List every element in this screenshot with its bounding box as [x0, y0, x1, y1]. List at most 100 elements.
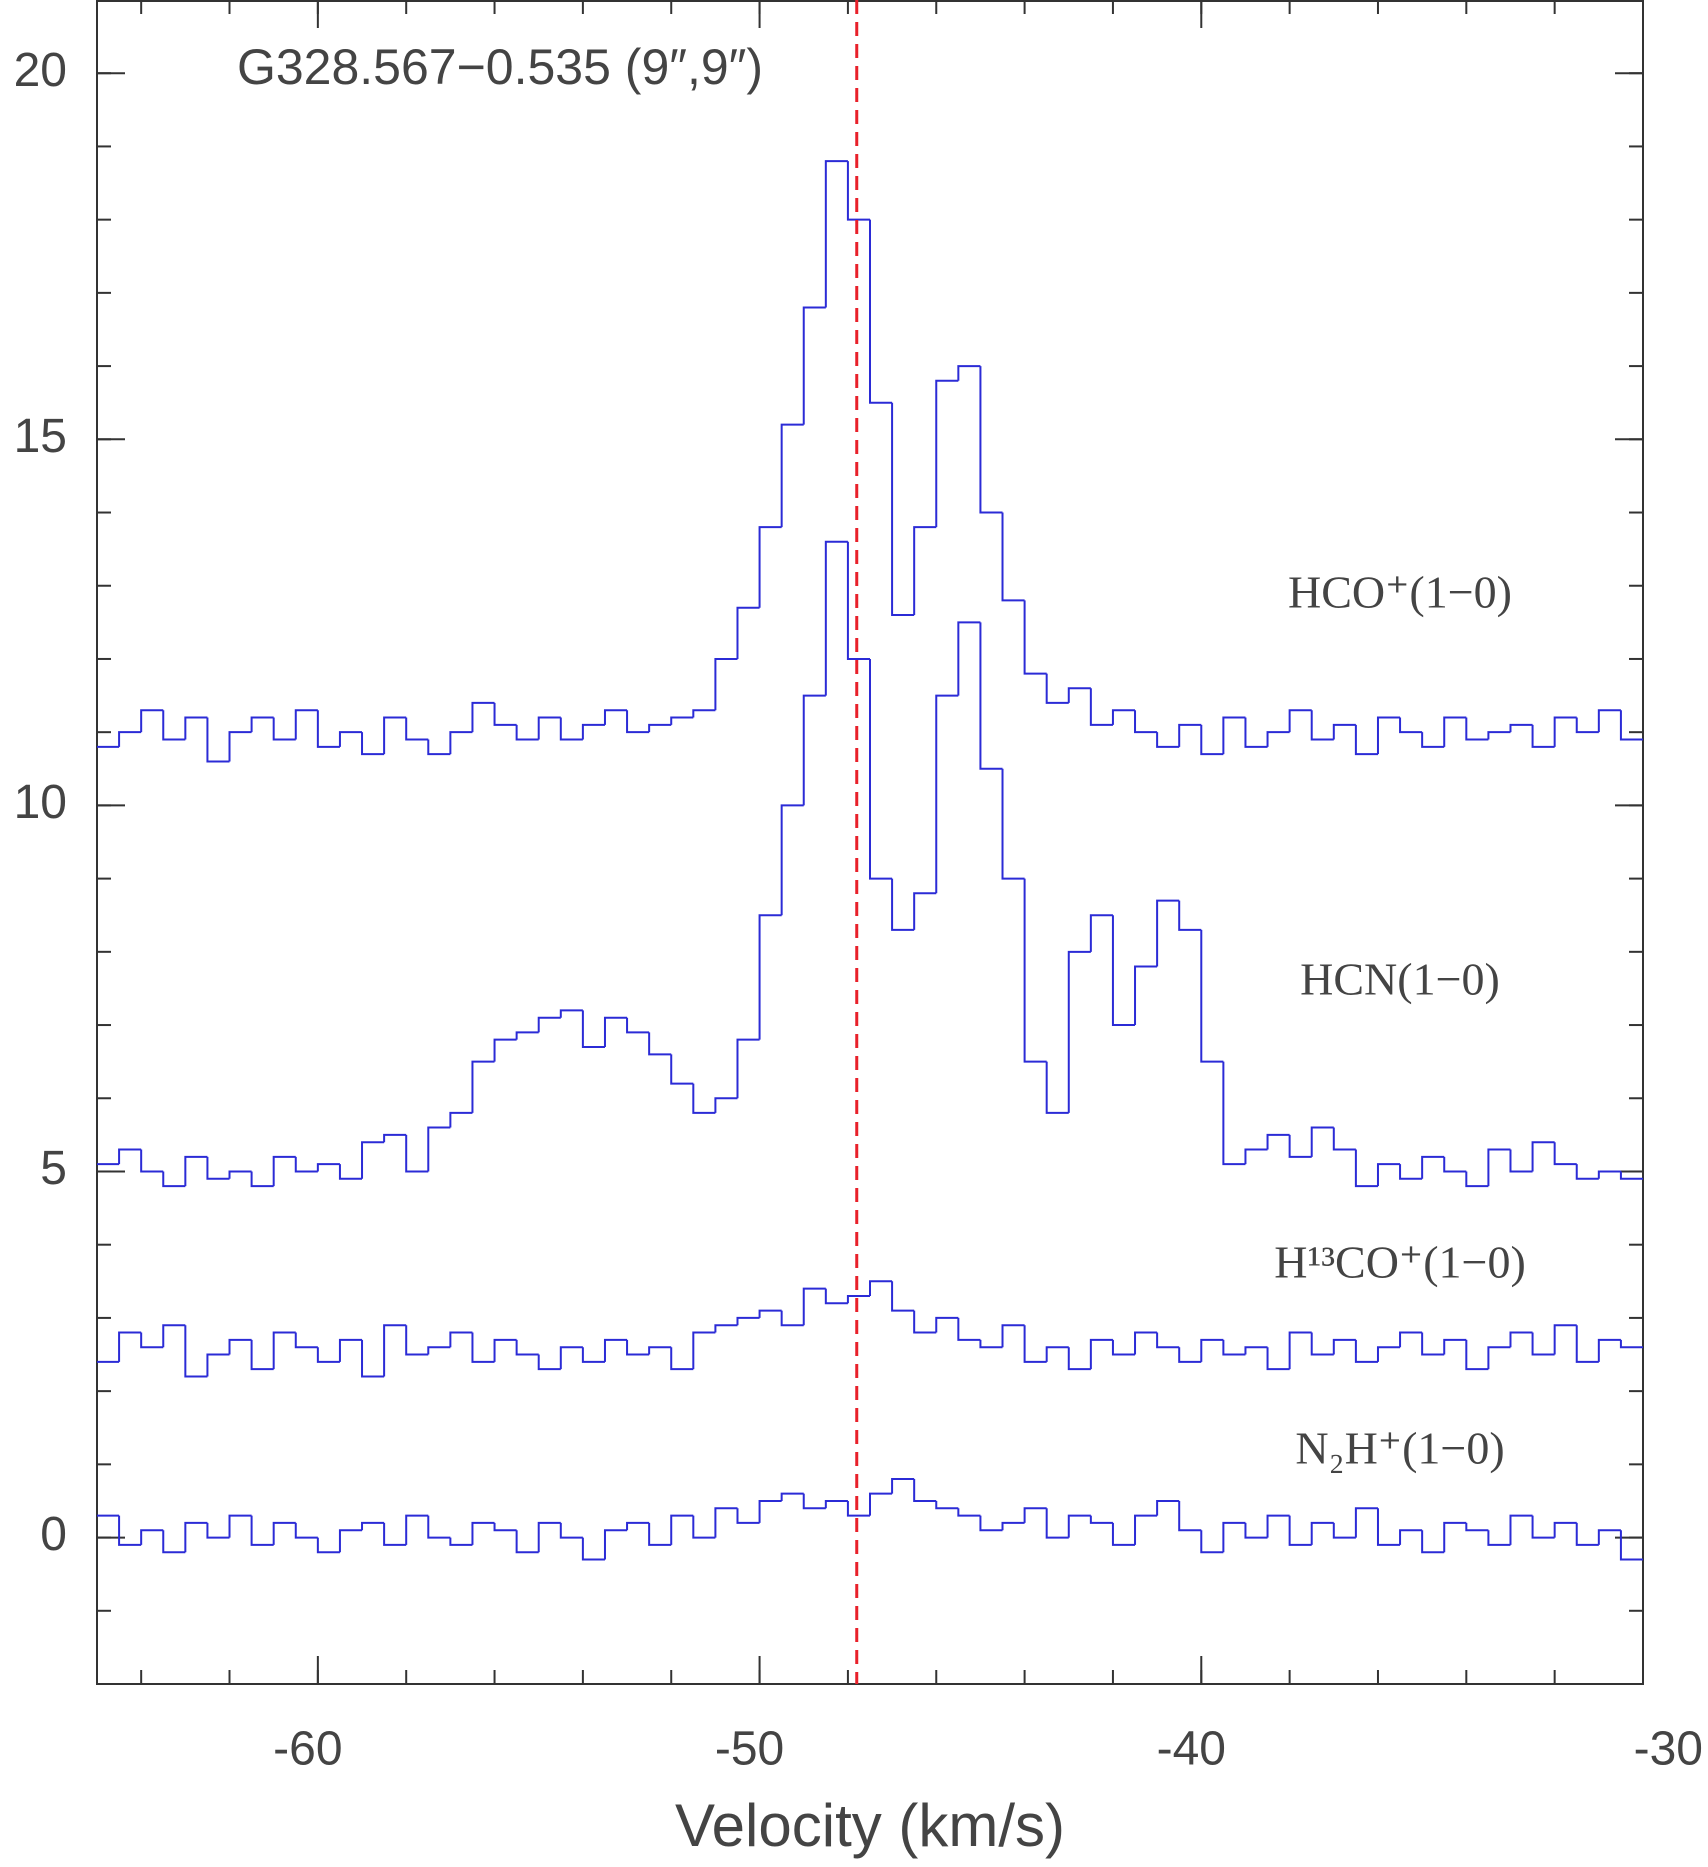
spectrum-channel: [383, 1324, 407, 1377]
spectrum-channel: [1067, 1347, 1091, 1371]
spectrum-channel: [780, 1310, 804, 1327]
spectrum-channel: [1111, 915, 1136, 1027]
spectrum-channel: [1266, 1347, 1290, 1371]
spectrum-channel: [736, 606, 760, 659]
spectrum-channel: [1111, 709, 1136, 725]
spectrum-channel: [1266, 731, 1290, 747]
spectrum-channel: [1531, 1515, 1555, 1539]
spectrum-channel: [338, 1338, 363, 1362]
spectrum-channel: [1531, 1332, 1555, 1356]
spectrum-channel: [1134, 965, 1158, 1026]
spectrum-channel: [1222, 716, 1246, 755]
spectrum-channel: [118, 731, 142, 747]
spectrum-channel: [1421, 1332, 1445, 1356]
spectrum-channel: [206, 1353, 230, 1377]
spectrum-channel: [294, 1332, 318, 1349]
spectrum-channel: [846, 161, 870, 221]
spectrum-channel: [603, 1529, 628, 1560]
spectrum-channel: [603, 709, 628, 725]
spectrum-channel: [405, 1514, 429, 1545]
spectrum-channel: [1156, 732, 1180, 748]
spectrum-channel: [559, 1009, 583, 1018]
spectrum-channel: [1178, 723, 1202, 747]
spectrum-channel: [1421, 1155, 1445, 1179]
spectrum-channel: [1310, 1126, 1334, 1157]
spectrum-channel: [272, 1331, 296, 1370]
spectrum-channel: [1045, 1508, 1069, 1539]
spectrum-channel: [1134, 1331, 1158, 1355]
spectrum-channel: [1222, 1061, 1246, 1166]
spectrum-channel: [846, 541, 870, 660]
spectrum-channel: [1111, 1522, 1136, 1546]
spectrum-channel: [692, 709, 716, 718]
spectrum-channel: [935, 1500, 959, 1510]
spectrum-channel: [1310, 710, 1334, 741]
spectrum-channel: [1465, 1522, 1489, 1532]
spectrum-channel: [1399, 1529, 1423, 1545]
spectrum-channel: [316, 710, 340, 748]
spectrum-channel: [714, 1097, 738, 1113]
spectrum-channel: [515, 1031, 539, 1040]
spectrum-channel: [581, 1010, 605, 1049]
spectrum-channel: [1089, 914, 1113, 952]
spectrum-channel: [1001, 1521, 1025, 1531]
spectrum-channel: [802, 694, 826, 806]
spectrum-channel: [913, 892, 937, 930]
spectrum-channel: [1156, 1499, 1180, 1516]
spectrum-channel: [1443, 1338, 1467, 1355]
spectrum-channel: [471, 701, 495, 733]
spectrum-channel: [581, 1537, 605, 1561]
spectrum-channel: [1465, 1339, 1489, 1371]
spectrum-channel: [714, 1324, 738, 1333]
spectrum-channel: [228, 1514, 252, 1538]
spectrum-channel: [1156, 899, 1180, 967]
spectrum-channel: [979, 1515, 1003, 1532]
spectrum-channel: [891, 1477, 915, 1494]
spectrum-channel: [714, 657, 738, 711]
spectrum-channel: [780, 1492, 804, 1501]
spectrum-channel: [515, 724, 539, 741]
spectrum-channel: [1487, 1346, 1511, 1370]
spectrum-channel: [670, 1347, 694, 1371]
spectrum-channel: [581, 723, 605, 740]
spectrum-channel: [493, 702, 517, 726]
spectrum-channel: [361, 1339, 385, 1378]
spectrum-channel: [1619, 710, 1643, 741]
spectrum-channel: [1399, 1164, 1423, 1180]
spectrum-channel: [802, 306, 826, 425]
spectrum-channel: [846, 1294, 870, 1304]
spectrum-channel: [250, 1171, 274, 1188]
spectrum-channel: [1244, 1148, 1268, 1165]
chart-title: G328.567−0.535 (9″,9″): [237, 39, 763, 95]
spectrum-channel: [1200, 929, 1224, 1063]
spectrum-channel: [449, 1537, 473, 1546]
spectrum-channel: [935, 379, 959, 528]
y-tick-label: 0: [40, 1508, 67, 1561]
spectrum-channel: [140, 709, 164, 733]
spectrum-channel: [869, 219, 893, 404]
spectrum-channel: [1244, 1522, 1268, 1539]
spectrum-channel: [1001, 512, 1025, 602]
spectrum-channel: [1178, 1347, 1202, 1363]
spectrum-channel: [1575, 1325, 1599, 1363]
spectrum-channel: [184, 716, 208, 740]
spectrum-channel: [1487, 1530, 1511, 1546]
spectrum-channel: [1575, 1522, 1599, 1546]
spectrum-channel: [1178, 1500, 1202, 1532]
spectrum-channel: [1421, 1530, 1445, 1554]
spectrum-channel: [206, 1522, 230, 1539]
spectrum-channel: [1597, 1529, 1621, 1545]
spectrum-channel: [626, 1017, 650, 1034]
spectrum-channel: [1487, 1148, 1511, 1187]
spectrum-channel: [1067, 687, 1091, 703]
spectrum-channel: [1332, 723, 1356, 740]
spectrum-channel: [316, 1537, 340, 1554]
spectrum-channel: [537, 1354, 561, 1371]
spectrum-channel: [626, 1339, 650, 1356]
spectrum-channel: [427, 1126, 451, 1172]
spectrum-channel: [1266, 1133, 1290, 1150]
spectrum-channel: [1443, 1521, 1467, 1553]
x-axis-label: Velocity (km/s): [675, 1792, 1065, 1859]
spectrum-channel: [1200, 1530, 1224, 1554]
